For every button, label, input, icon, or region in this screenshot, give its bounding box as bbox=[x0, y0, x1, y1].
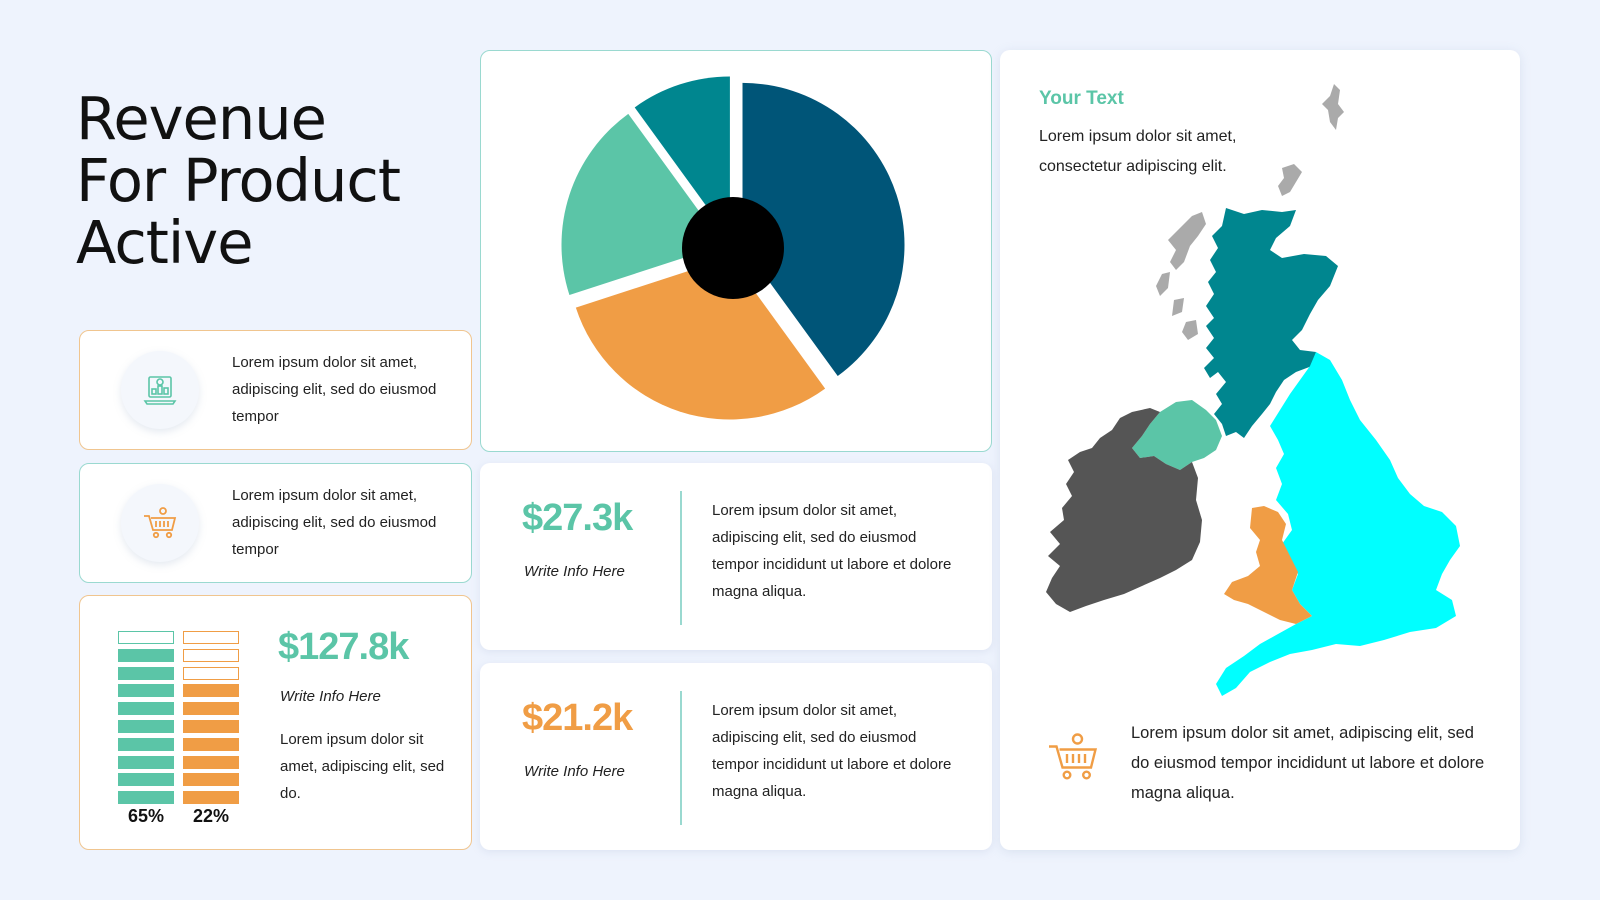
map-region-wales bbox=[1224, 506, 1312, 624]
icon-circle bbox=[121, 484, 199, 562]
progress-segment bbox=[118, 648, 174, 662]
info-card-analytics: Lorem ipsum dolor sit amet, adipiscing e… bbox=[79, 330, 472, 450]
shopping-cart-icon bbox=[1049, 733, 1098, 780]
divider bbox=[680, 491, 682, 625]
map-footer-text: Lorem ipsum dolor sit amet, adipiscing e… bbox=[1131, 724, 1485, 802]
map-region-western-isles bbox=[1156, 212, 1206, 340]
stat-description: Lorem ipsum dolor sit amet, adipiscing e… bbox=[712, 502, 952, 600]
uk-ireland-map bbox=[1046, 84, 1460, 696]
stat-subtitle: Write Info Here bbox=[524, 563, 625, 580]
progress-segment bbox=[118, 702, 174, 716]
map-heading: Your Text bbox=[1039, 88, 1124, 109]
progress-bar-teal bbox=[118, 631, 174, 809]
laptop-chart-icon bbox=[143, 376, 177, 405]
bars-subtitle: Write Info Here bbox=[280, 688, 381, 705]
progress-segment bbox=[118, 773, 174, 787]
stat-value: $27.3k bbox=[522, 497, 633, 539]
progress-segment bbox=[118, 737, 174, 751]
progress-segment bbox=[118, 666, 174, 680]
pie-slice-4 bbox=[634, 76, 730, 239]
progress-segment bbox=[118, 755, 174, 769]
progress-segment bbox=[183, 719, 239, 733]
map-region-northern-ireland bbox=[1132, 400, 1222, 470]
progress-segment bbox=[118, 719, 174, 733]
bars-value: $127.8k bbox=[278, 626, 409, 668]
stat-description: Lorem ipsum dolor sit amet, adipiscing e… bbox=[712, 702, 952, 800]
info-card-text: Lorem ipsum dolor sit amet, adipiscing e… bbox=[232, 354, 437, 425]
info-card-text: Lorem ipsum dolor sit amet, adipiscing e… bbox=[232, 487, 437, 558]
pie-slice-1 bbox=[742, 82, 905, 376]
pie-chart-card bbox=[480, 50, 992, 452]
progress-segment bbox=[183, 631, 239, 644]
pie-slice-2 bbox=[575, 257, 826, 420]
stat-card-2: $21.2k Write Info Here Lorem ipsum dolor… bbox=[480, 663, 992, 850]
map-region-shetland bbox=[1322, 84, 1344, 130]
progress-bars-card: 65% 22% $127.8k Write Info Here Lorem ip… bbox=[79, 595, 472, 850]
shopping-cart-icon bbox=[144, 507, 177, 539]
title-line-2: For Product bbox=[76, 146, 401, 215]
progress-segment bbox=[118, 791, 174, 805]
progress-segment bbox=[183, 648, 239, 662]
icon-circle bbox=[121, 351, 199, 429]
page-title: Revenue For Product Active bbox=[76, 84, 401, 277]
stat-subtitle: Write Info Here bbox=[524, 763, 625, 780]
map-region-scotland bbox=[1204, 208, 1338, 438]
title-line-1: Revenue bbox=[76, 84, 327, 153]
pie-center-hole bbox=[682, 197, 784, 299]
bars-description: Lorem ipsum dolor sit amet, adipiscing e… bbox=[280, 731, 445, 802]
progress-segment bbox=[183, 737, 239, 751]
map-region-england bbox=[1216, 352, 1460, 696]
map-text: Lorem ipsum dolor sit amet, consectetur … bbox=[1039, 128, 1237, 175]
map-card: Your Text Lorem ipsum dolor sit amet, co… bbox=[1000, 50, 1520, 850]
stat-card-1: $27.3k Write Info Here Lorem ipsum dolor… bbox=[480, 463, 992, 650]
info-card-shopping: Lorem ipsum dolor sit amet, adipiscing e… bbox=[79, 463, 472, 583]
divider bbox=[680, 691, 682, 825]
progress-segment bbox=[183, 702, 239, 716]
progress-segment bbox=[183, 755, 239, 769]
progress-percent-teal: 65% bbox=[127, 806, 165, 826]
progress-segment bbox=[183, 791, 239, 805]
title-line-3: Active bbox=[76, 208, 254, 277]
map-region-orkney bbox=[1278, 164, 1302, 196]
progress-segment bbox=[118, 684, 174, 698]
stat-value: $21.2k bbox=[522, 697, 633, 739]
map-region-ireland bbox=[1046, 408, 1202, 612]
progress-segment bbox=[183, 773, 239, 787]
progress-bar-orange bbox=[183, 631, 239, 809]
progress-segment bbox=[183, 666, 239, 680]
pie-chart bbox=[561, 76, 905, 420]
progress-percent-orange: 22% bbox=[192, 806, 230, 826]
progress-segment bbox=[183, 684, 239, 698]
progress-segment bbox=[118, 631, 174, 644]
